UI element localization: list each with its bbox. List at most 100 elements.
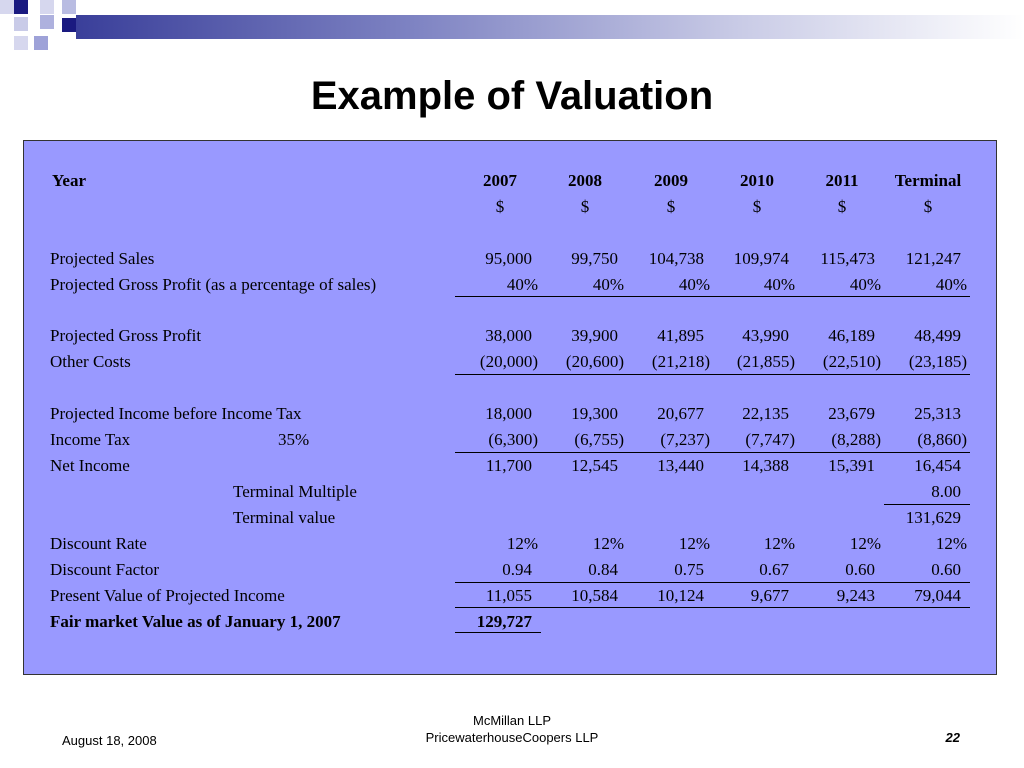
cell: 104,738 bbox=[648, 249, 704, 268]
cell: (21,855) bbox=[736, 352, 795, 371]
cell: (6,300) bbox=[488, 430, 538, 449]
cell: (6,755) bbox=[574, 430, 624, 449]
cell: 11,700 bbox=[485, 456, 532, 475]
cell: 16,454 bbox=[914, 456, 961, 475]
year-2009: 2009 bbox=[654, 171, 688, 190]
footer-date: August 18, 2008 bbox=[62, 733, 157, 748]
cell: 19,300 bbox=[571, 404, 618, 423]
cell: 12% bbox=[592, 534, 624, 553]
cell: 12,545 bbox=[571, 456, 618, 475]
cell: 12% bbox=[849, 534, 881, 553]
cell: 48,499 bbox=[914, 326, 961, 345]
year-2010: 2010 bbox=[740, 171, 774, 190]
row-label: Projected Gross Profit bbox=[50, 326, 202, 345]
cell: 46,189 bbox=[828, 326, 875, 345]
cell: 41,895 bbox=[657, 326, 704, 345]
cell: (8,288) bbox=[831, 430, 881, 449]
cell: 0.94 bbox=[502, 560, 532, 579]
cell: 10,124 bbox=[657, 586, 704, 605]
slide-title: Example of Valuation bbox=[310, 74, 714, 118]
cell: 131,629 bbox=[905, 508, 961, 527]
cell: 15,391 bbox=[828, 456, 875, 475]
footer-firm-line1: McMillan LLP bbox=[472, 713, 552, 728]
cell: 38,000 bbox=[485, 326, 532, 345]
row-label: Projected Gross Profit (as a percentage … bbox=[50, 275, 377, 294]
row-label: Projected Income before Income Tax bbox=[50, 404, 302, 423]
cell: 79,044 bbox=[914, 586, 961, 605]
cell: (21,218) bbox=[651, 352, 710, 371]
currency-2009: $ bbox=[666, 197, 676, 216]
underline-rule bbox=[455, 452, 970, 453]
year-terminal: Terminal bbox=[894, 171, 962, 190]
underline-rule bbox=[884, 504, 970, 505]
row-label: Other Costs bbox=[50, 352, 131, 371]
cell: 0.84 bbox=[588, 560, 618, 579]
cell: (22,510) bbox=[822, 352, 881, 371]
tax-rate: 35% bbox=[278, 430, 310, 449]
cell: 25,313 bbox=[914, 404, 961, 423]
cell: 115,473 bbox=[820, 249, 875, 268]
cell: 43,990 bbox=[742, 326, 789, 345]
cell: 8.00 bbox=[931, 482, 961, 501]
cell: 40% bbox=[763, 275, 795, 294]
cell: 9,243 bbox=[836, 586, 875, 605]
cell: 20,677 bbox=[657, 404, 704, 423]
currency-terminal: $ bbox=[923, 197, 933, 216]
fair-market-value: 129,727 bbox=[476, 612, 532, 631]
currency-2007: $ bbox=[495, 197, 505, 216]
cell: 99,750 bbox=[571, 249, 618, 268]
cell: (7,747) bbox=[745, 430, 795, 449]
underline-rule bbox=[455, 582, 970, 583]
row-label: Income Tax bbox=[50, 430, 131, 449]
underline-rule bbox=[455, 607, 970, 608]
cell: (20,000) bbox=[479, 352, 538, 371]
row-label: Net Income bbox=[50, 456, 130, 475]
cell: 40% bbox=[506, 275, 538, 294]
cell: 39,900 bbox=[571, 326, 618, 345]
currency-2010: $ bbox=[752, 197, 762, 216]
cell: 0.60 bbox=[845, 560, 875, 579]
cell: 40% bbox=[935, 275, 967, 294]
row-label: Fair market Value as of January 1, 2007 bbox=[50, 612, 341, 631]
cell: 109,974 bbox=[733, 249, 789, 268]
cell: 14,388 bbox=[742, 456, 789, 475]
cell: 18,000 bbox=[485, 404, 532, 423]
cell: 40% bbox=[592, 275, 624, 294]
underline-rule bbox=[455, 632, 541, 633]
cell: 11,055 bbox=[485, 586, 532, 605]
cell: 95,000 bbox=[485, 249, 532, 268]
cell: (7,237) bbox=[660, 430, 710, 449]
underline-rule bbox=[455, 296, 970, 297]
cell: 13,440 bbox=[657, 456, 704, 475]
cell: (8,860) bbox=[917, 430, 967, 449]
row-label: Present Value of Projected Income bbox=[50, 586, 285, 605]
footer-firm-line2: PricewaterhouseCoopers LLP bbox=[425, 730, 599, 745]
cell: 9,677 bbox=[750, 586, 789, 605]
cell: (23,185) bbox=[908, 352, 967, 371]
cell: 12% bbox=[678, 534, 710, 553]
cell: (20,600) bbox=[565, 352, 624, 371]
currency-2008: $ bbox=[580, 197, 590, 216]
cell: 22,135 bbox=[742, 404, 789, 423]
underline-rule bbox=[455, 374, 970, 375]
cell: 0.75 bbox=[674, 560, 704, 579]
row-label: Projected Sales bbox=[50, 249, 155, 268]
cell: 12% bbox=[935, 534, 967, 553]
row-label: Terminal value bbox=[233, 508, 336, 527]
row-label: Terminal Multiple bbox=[233, 482, 357, 501]
cell: 40% bbox=[678, 275, 710, 294]
cell: 0.60 bbox=[931, 560, 961, 579]
currency-2011: $ bbox=[837, 197, 847, 216]
row-label: Discount Factor bbox=[50, 560, 160, 579]
cell: 121,247 bbox=[905, 249, 961, 268]
year-2011: 2011 bbox=[825, 171, 859, 190]
year-2008: 2008 bbox=[568, 171, 602, 190]
row-label: Discount Rate bbox=[50, 534, 147, 553]
cell: 0.67 bbox=[759, 560, 789, 579]
cell: 10,584 bbox=[571, 586, 618, 605]
cell: 23,679 bbox=[828, 404, 875, 423]
cell: 12% bbox=[506, 534, 538, 553]
cell: 40% bbox=[849, 275, 881, 294]
year-2007: 2007 bbox=[483, 171, 517, 190]
page-number: 22 bbox=[945, 730, 960, 745]
